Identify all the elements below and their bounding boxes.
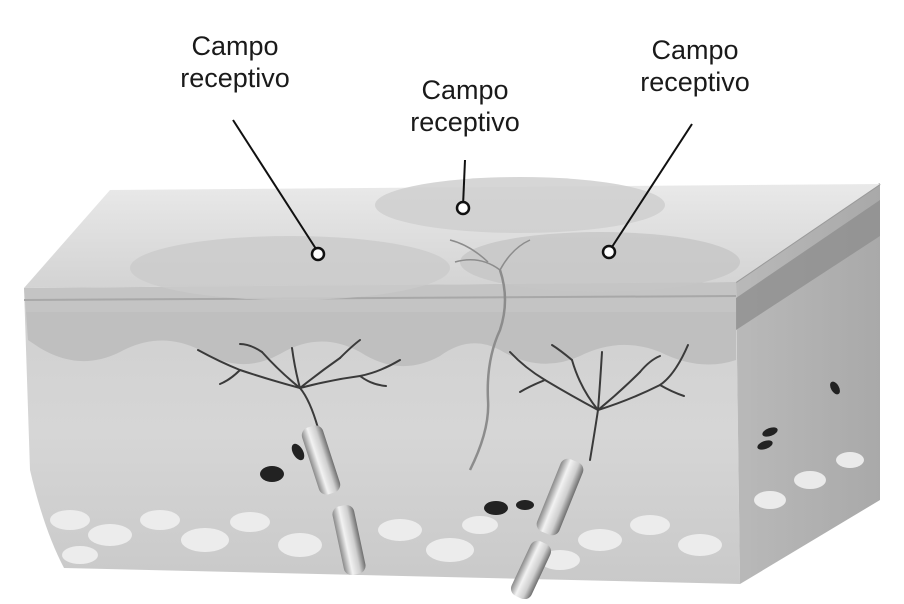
receptive-field-left bbox=[130, 236, 450, 300]
fat-cells bbox=[50, 452, 864, 570]
callout-dot-center bbox=[455, 200, 471, 216]
right-neuron-axon bbox=[510, 458, 584, 600]
left-neuron-dendrites bbox=[197, 339, 401, 429]
label-line2: receptivo bbox=[410, 107, 520, 137]
receptive-field-right bbox=[460, 232, 740, 292]
label-line1: Campo bbox=[421, 75, 509, 105]
cell-nuclei bbox=[260, 381, 840, 515]
label-receptive-field-center: Campo receptivo bbox=[390, 74, 540, 138]
label-line1: Campo bbox=[651, 35, 739, 65]
label-receptive-field-right: Campo receptivo bbox=[620, 34, 770, 98]
leader-line-center bbox=[462, 159, 466, 207]
label-line2: receptivo bbox=[640, 67, 750, 97]
label-receptive-field-left: Campo receptivo bbox=[160, 30, 310, 94]
receptive-field-center bbox=[375, 177, 665, 233]
callout-dot-left bbox=[310, 246, 326, 262]
label-line1: Campo bbox=[191, 31, 279, 61]
label-line2: receptivo bbox=[180, 63, 290, 93]
leader-lines bbox=[232, 119, 693, 253]
leader-line-left bbox=[232, 119, 319, 253]
right-neuron-dendrites bbox=[509, 344, 689, 461]
callout-dot-right bbox=[601, 244, 617, 260]
callout-dots bbox=[310, 200, 617, 262]
thin-nerve-fiber bbox=[468, 269, 507, 471]
leader-line-right bbox=[609, 123, 693, 251]
left-neuron-axon bbox=[301, 425, 366, 576]
dermal-papillae bbox=[26, 312, 736, 367]
